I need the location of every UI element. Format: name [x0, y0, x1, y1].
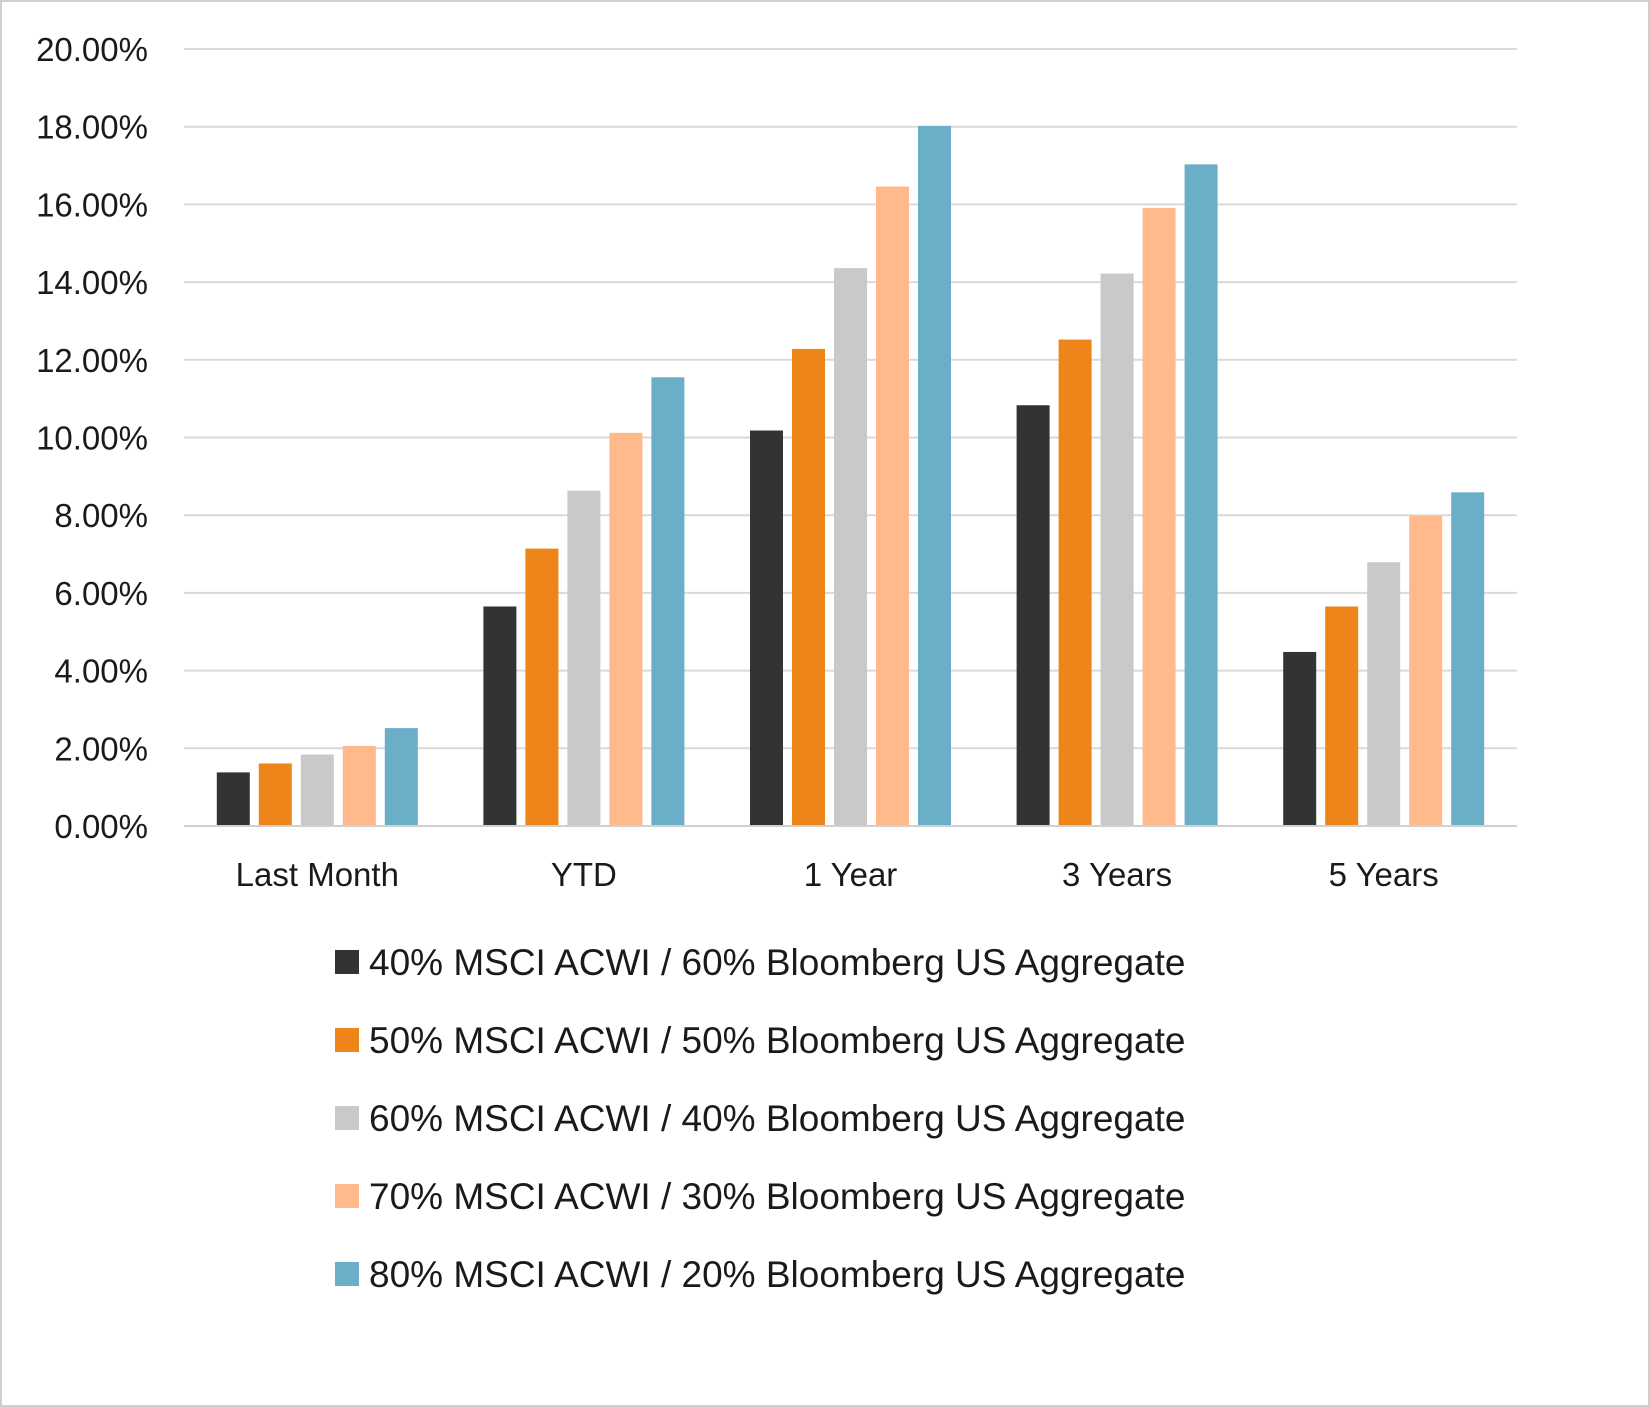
bars — [216, 125, 1485, 827]
y-tick-label: 4.00% — [54, 653, 148, 690]
bar — [1283, 651, 1317, 826]
legend-label: 70% MSCI ACWI / 30% Bloomberg US Aggrega… — [369, 1176, 1185, 1217]
x-category-label: 3 Years — [1062, 856, 1172, 893]
y-tick-label: 8.00% — [54, 497, 148, 534]
bar — [342, 745, 376, 826]
bar — [567, 490, 601, 826]
bar — [1058, 339, 1092, 826]
y-tick-label: 18.00% — [36, 109, 148, 146]
y-tick-label: 16.00% — [36, 186, 148, 223]
bar — [876, 186, 909, 827]
x-category-label: 1 Year — [804, 856, 898, 893]
x-axis-category-labels: Last Month YTD 1 Year 3 Years 5 Years — [236, 856, 1439, 893]
bar — [300, 754, 334, 826]
bar — [918, 125, 951, 827]
legend-item: 80% MSCI ACWI / 20% Bloomberg US Aggrega… — [335, 1254, 1185, 1295]
bar — [651, 377, 685, 826]
y-axis-tick-labels: 0.00% 2.00% 4.00% 6.00% 8.00% 10.00% 12.00% 14.… — [36, 31, 148, 845]
y-tick-label: 10.00% — [36, 420, 148, 457]
legend-swatch — [335, 1184, 359, 1208]
bar — [384, 728, 418, 826]
y-tick-label: 2.00% — [54, 730, 148, 767]
bar — [258, 763, 292, 826]
bar — [750, 430, 783, 826]
bar — [525, 548, 559, 826]
bar — [1367, 562, 1401, 826]
legend-label: 50% MSCI ACWI / 50% Bloomberg US Aggrega… — [369, 1020, 1185, 1061]
y-tick-label: 0.00% — [54, 808, 148, 845]
legend-item: 60% MSCI ACWI / 40% Bloomberg US Aggrega… — [335, 1098, 1185, 1139]
bar — [483, 606, 517, 826]
bar — [834, 268, 867, 826]
y-tick-label: 12.00% — [36, 342, 148, 379]
legend-item: 50% MSCI ACWI / 50% Bloomberg US Aggrega… — [335, 1020, 1185, 1061]
bar — [1100, 273, 1134, 827]
legend-swatch — [335, 950, 359, 974]
bar — [1016, 405, 1050, 826]
y-tick-label: 14.00% — [36, 264, 148, 301]
legend-item: 40% MSCI ACWI / 60% Bloomberg US Aggrega… — [335, 942, 1185, 983]
y-tick-label: 20.00% — [36, 31, 148, 68]
legend-swatch — [335, 1106, 359, 1130]
x-category-label: Last Month — [236, 856, 399, 893]
legend-swatch — [335, 1028, 359, 1052]
legend-label: 80% MSCI ACWI / 20% Bloomberg US Aggrega… — [369, 1254, 1185, 1295]
legend-swatch — [335, 1262, 359, 1286]
bar — [1451, 492, 1485, 826]
bar — [609, 432, 643, 826]
bar — [1325, 606, 1359, 826]
legend-label: 40% MSCI ACWI / 60% Bloomberg US Aggrega… — [369, 942, 1185, 983]
bar — [1142, 207, 1176, 827]
bar — [1409, 515, 1443, 826]
legend: 40% MSCI ACWI / 60% Bloomberg US Aggrega… — [335, 942, 1185, 1295]
bar — [792, 348, 825, 826]
legend-item: 70% MSCI ACWI / 30% Bloomberg US Aggrega… — [335, 1176, 1185, 1217]
legend-label: 60% MSCI ACWI / 40% Bloomberg US Aggrega… — [369, 1098, 1185, 1139]
bar — [1184, 164, 1218, 826]
x-category-label: YTD — [551, 856, 617, 893]
bar — [216, 772, 250, 826]
y-tick-label: 6.00% — [54, 575, 148, 612]
x-category-label: 5 Years — [1329, 856, 1439, 893]
